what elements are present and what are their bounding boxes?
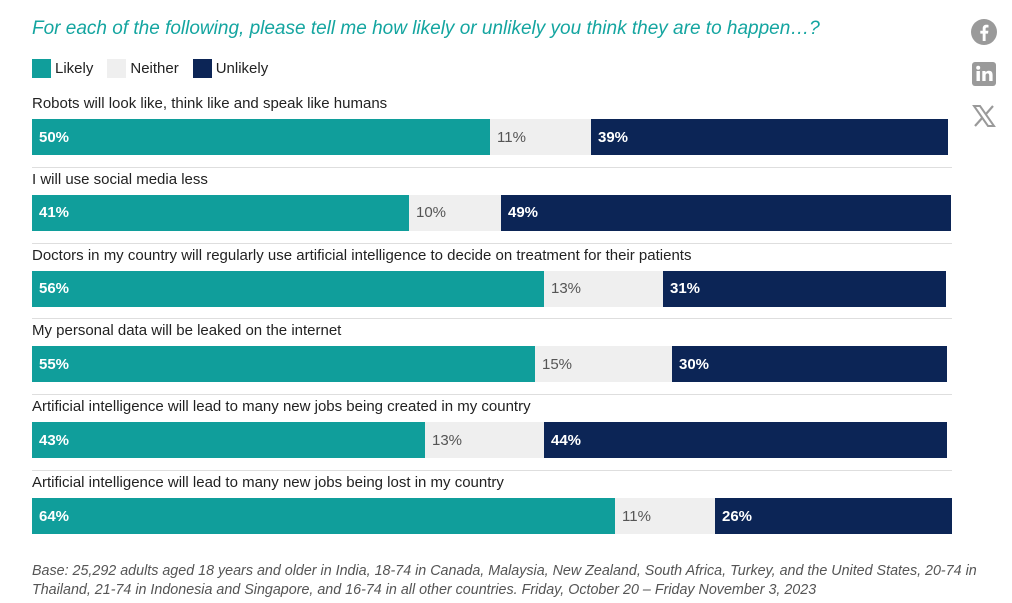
legend-item-likely: Likely <box>32 58 94 78</box>
legend-item-unlikely: Unlikely <box>192 58 269 78</box>
row-separator <box>32 318 952 320</box>
data-label: 30% <box>679 355 710 373</box>
data-label: 10% <box>416 204 447 222</box>
bar-segment-unlikely: 44% <box>544 422 947 459</box>
linkedin-share-button[interactable] <box>970 60 998 88</box>
data-label: 11% <box>622 507 651 525</box>
x-share-button[interactable] <box>970 102 998 130</box>
legend: Likely Neither Unlikely <box>32 58 282 78</box>
row-separator <box>32 242 952 244</box>
facebook-share-button[interactable] <box>970 18 998 46</box>
bar-segment-likely: 56% <box>32 270 544 307</box>
data-label: 49% <box>508 204 539 222</box>
legend-swatch-unlikely <box>192 58 212 78</box>
data-label: 50% <box>39 128 70 146</box>
data-label: 44% <box>551 431 582 449</box>
legend-item-neither: Neither <box>107 58 179 78</box>
legend-swatch-likely <box>32 58 51 78</box>
row-separator <box>32 166 952 168</box>
x-icon <box>970 105 998 134</box>
legend-swatch-neither <box>107 58 127 78</box>
data-label: 64% <box>39 507 70 525</box>
legend-label: Likely <box>55 59 94 77</box>
data-label: 31% <box>670 280 701 298</box>
category-label: Artificial intelligence will lead to man… <box>32 474 504 491</box>
category-label: I will use social media less <box>32 170 208 188</box>
data-label: 11% <box>497 128 526 146</box>
bar-segment-neither: 11% <box>615 498 715 534</box>
linkedin-icon <box>970 62 998 92</box>
data-label: 56% <box>39 280 70 298</box>
data-label: 13% <box>432 431 463 449</box>
category-label: My personal data will be leaked on the i… <box>32 322 342 340</box>
category-label: Robots will look like, think like and sp… <box>32 95 388 112</box>
share-bar <box>969 18 999 144</box>
bar-segment-neither: 10% <box>409 194 501 231</box>
facebook-icon <box>970 19 998 50</box>
bar-segment-unlikely: 26% <box>715 498 952 534</box>
data-label: 43% <box>39 431 70 449</box>
bar-segment-likely: 43% <box>32 422 425 459</box>
bar-segment-neither: 13% <box>425 422 544 459</box>
bar-segment-unlikely: 31% <box>663 270 946 307</box>
data-label: 41% <box>39 204 70 222</box>
bar-segment-likely: 64% <box>32 498 615 534</box>
bar-segment-neither: 13% <box>544 270 663 307</box>
base-footnote: Base: 25,292 adults aged 18 years and ol… <box>32 563 977 598</box>
row-separator <box>32 470 952 471</box>
bar-segment-unlikely: 30% <box>672 346 947 383</box>
bar-segment-unlikely: 39% <box>591 119 948 155</box>
bar-segment-likely: 50% <box>32 119 490 155</box>
legend-label: Unlikely <box>215 59 269 77</box>
stacked-bar-chart: Robots will look like, think like and sp… <box>32 0 952 545</box>
chart-title: For each of the following, please tell m… <box>32 18 820 39</box>
category-label: Artificial intelligence will lead to man… <box>32 398 531 416</box>
data-label: 13% <box>551 280 582 298</box>
data-label: 39% <box>598 128 629 146</box>
bar-segment-neither: 15% <box>535 346 672 383</box>
row-separator <box>32 394 952 396</box>
bar-segment-neither: 11% <box>490 119 591 155</box>
data-label: 26% <box>722 507 753 525</box>
bar-segment-unlikely: 49% <box>501 194 951 231</box>
bar-segment-likely: 41% <box>32 194 409 231</box>
category-label: Doctors in my country will regularly use… <box>32 246 692 264</box>
data-label: 15% <box>542 355 573 373</box>
legend-label: Neither <box>130 59 179 77</box>
bar-segment-likely: 55% <box>32 346 535 383</box>
data-label: 55% <box>39 355 70 373</box>
